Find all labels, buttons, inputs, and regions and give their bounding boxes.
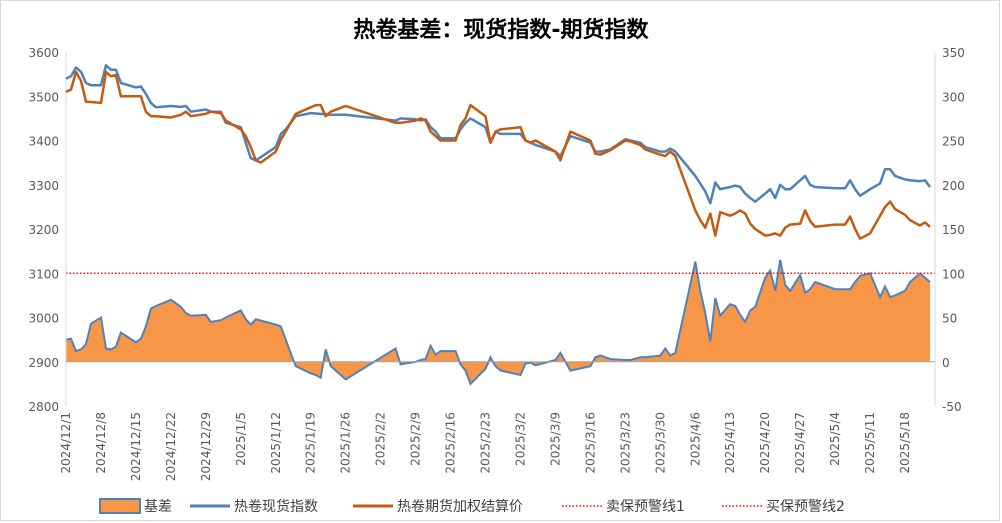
left-y-tick-label: 2800 — [28, 400, 59, 414]
x-tick-label: 2025/1/12 — [269, 412, 283, 474]
left-y-tick-label: 3200 — [28, 223, 59, 237]
x-tick-label: 2025/3/2 — [514, 412, 528, 466]
legend-item: 卖保预警线1 — [562, 499, 685, 515]
x-tick-label: 2024/12/22 — [164, 412, 178, 481]
spot-series — [65, 64, 932, 205]
legend-item: 买保预警线2 — [722, 499, 845, 515]
basis-outline — [65, 259, 931, 386]
x-tick-label: 2025/2/9 — [409, 412, 423, 466]
left-y-tick-label: 3400 — [28, 135, 59, 149]
x-tick-label: 2025/1/26 — [339, 412, 353, 474]
x-tick-label: 2025/3/16 — [583, 412, 597, 474]
x-axis: 2024/12/1 2024/12/8 2024/12/15 2024/12/22 20… — [59, 412, 912, 481]
right-y-tick-label: 300 — [942, 90, 965, 104]
x-tick-label: 2025/4/13 — [723, 412, 737, 474]
x-tick-label: 2025/3/9 — [548, 412, 562, 466]
x-tick-label: 2024/12/1 — [59, 412, 73, 474]
legend-swatch — [99, 498, 141, 514]
x-tick-label: 2025/3/23 — [618, 412, 632, 474]
right-y-tick-label: 150 — [942, 223, 965, 237]
x-tick-label: 2025/4/6 — [688, 412, 702, 466]
x-tick-label: 2025/1/19 — [304, 412, 318, 474]
left-y-tick-label: 3300 — [28, 179, 59, 193]
right-y-tick-label: 0 — [942, 356, 950, 370]
right-y-tick-label: 100 — [942, 267, 965, 281]
futures-line — [65, 70, 931, 240]
x-tick-label: 2025/5/11 — [863, 412, 877, 474]
right-y-tick-label: -50 — [942, 400, 962, 414]
right-y-tick-label: 50 — [942, 312, 957, 326]
basis-series — [65, 259, 931, 386]
legend-label: 卖保预警线1 — [606, 499, 685, 515]
basis-area — [66, 260, 930, 384]
spot-line — [65, 64, 932, 205]
x-tick-label: 2025/2/16 — [444, 412, 458, 474]
legend-item: 热卷期货加权结算价 — [353, 498, 523, 515]
axes — [65, 52, 936, 406]
legend-item: 热卷现货指数 — [190, 498, 318, 515]
x-tick-label: 2025/2/23 — [479, 412, 493, 474]
left-y-tick-label: 3600 — [28, 46, 59, 60]
x-tick-label: 2025/1/5 — [234, 412, 248, 466]
right-y-tick-label: 200 — [942, 179, 965, 193]
left-y-tick-label: 3000 — [28, 312, 59, 326]
right-y-tick-label: 350 — [942, 46, 965, 60]
left-y-tick-label: 3500 — [28, 90, 59, 104]
x-tick-label: 2024/12/29 — [199, 412, 213, 481]
right-y-axis: -50 0 50 100 150 200 250 300 350 — [942, 46, 965, 414]
left-y-tick-label: 3100 — [28, 267, 59, 281]
legend-label: 热卷期货加权结算价 — [397, 498, 523, 515]
x-tick-label: 2025/4/20 — [758, 412, 772, 474]
chart-title: 热卷基差：现货指数-期货指数 — [353, 18, 649, 43]
x-tick-label: 2025/5/4 — [828, 412, 842, 466]
left-y-axis: 2800 2900 3000 3100 3200 3300 3400 3500 3600 — [28, 46, 59, 414]
x-tick-label: 2024/12/8 — [94, 412, 108, 474]
legend-label: 买保预警线2 — [766, 499, 845, 515]
left-y-tick-label: 2900 — [28, 356, 59, 370]
x-tick-label: 2024/12/15 — [129, 412, 143, 481]
legend-label: 基差 — [144, 498, 172, 515]
x-tick-label: 2025/4/27 — [793, 412, 807, 474]
legend-label: 热卷现货指数 — [234, 498, 318, 515]
right-y-tick-label: 250 — [942, 135, 965, 149]
futures-series — [65, 70, 931, 240]
x-tick-label: 2025/3/30 — [653, 412, 667, 474]
x-tick-label: 2025/5/18 — [898, 412, 912, 474]
legend: 基差 热卷现货指数 热卷期货加权结算价 卖保预警线1 买保预警线2 — [99, 498, 845, 515]
x-tick-label: 2025/2/2 — [374, 412, 388, 466]
legend-item: 基差 — [99, 498, 172, 515]
